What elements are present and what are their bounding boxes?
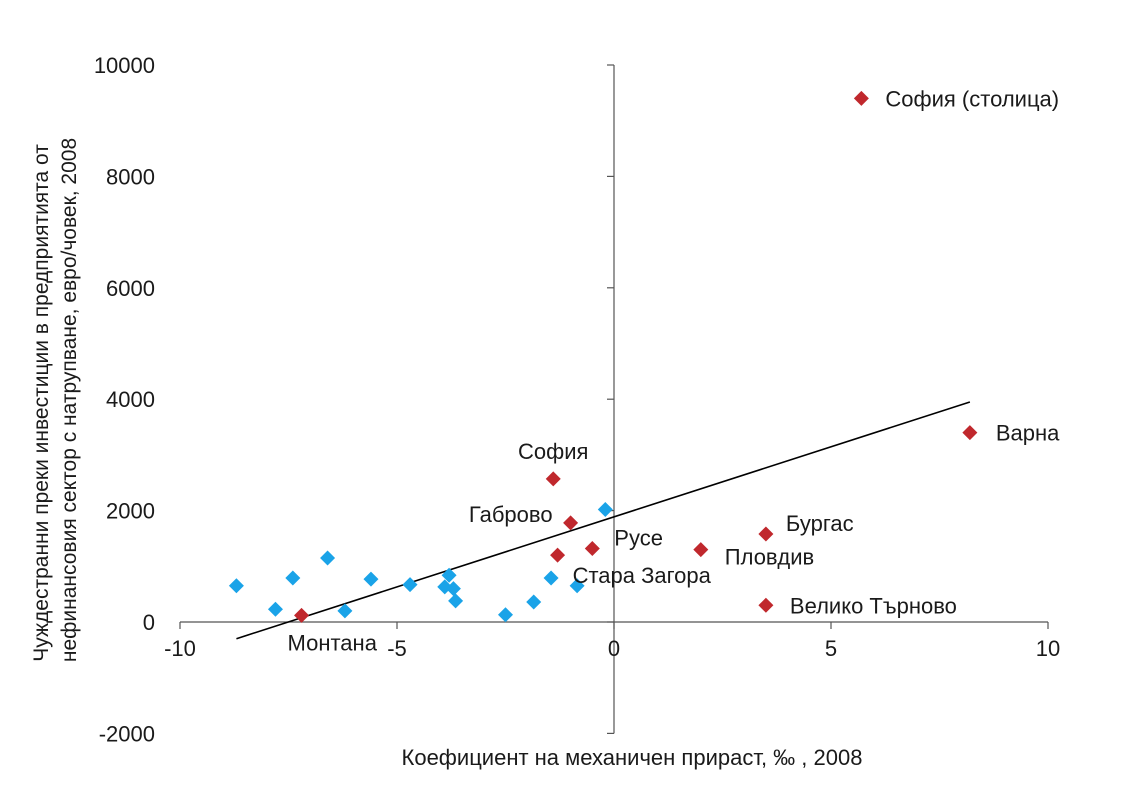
data-point-label: Стара Загора bbox=[573, 563, 712, 588]
data-point-label: Пловдив bbox=[725, 545, 814, 570]
data-point bbox=[445, 581, 461, 597]
y-tick-label: 4000 bbox=[106, 387, 155, 412]
data-point-labeled bbox=[853, 90, 869, 106]
x-axis-title: Коефициент на механичен прираст, ‰ , 200… bbox=[402, 745, 863, 770]
data-point-label: София bbox=[518, 439, 588, 464]
data-point-labeled bbox=[294, 607, 310, 623]
x-tick-label: 10 bbox=[1036, 636, 1060, 661]
y-tick-label: 0 bbox=[143, 610, 155, 635]
y-tick-label: 8000 bbox=[106, 164, 155, 189]
data-point-labeled bbox=[563, 515, 579, 531]
data-point bbox=[498, 607, 513, 623]
data-point-labeled bbox=[693, 542, 709, 558]
data-point-label: София (столица) bbox=[885, 86, 1059, 111]
points-layer bbox=[228, 90, 978, 623]
point-labels-layer: София (столица) Варна София Габрово Стара За… bbox=[288, 86, 1061, 655]
data-point-label: Русе bbox=[614, 525, 663, 550]
data-point-label: Варна bbox=[996, 421, 1060, 446]
axes: -10 -5 0 5 10 -2000 0 2000 4000 6000 8000 10000 bbox=[94, 53, 1060, 746]
y-axis-title: Чуждестранни преки инвестиции в предприя… bbox=[30, 138, 81, 662]
x-tick-label: 5 bbox=[825, 636, 837, 661]
data-point-labeled bbox=[758, 597, 774, 613]
trend-layer bbox=[236, 401, 971, 640]
data-point bbox=[363, 571, 379, 587]
data-point-label: Монтана bbox=[288, 630, 378, 655]
x-tick-label: -10 bbox=[164, 636, 196, 661]
data-point bbox=[267, 601, 283, 617]
data-point-labeled bbox=[550, 547, 566, 563]
data-point bbox=[597, 501, 613, 517]
y-tick-label: -2000 bbox=[99, 721, 155, 746]
y-axis-title-line-1: Чуждестранни преки инвестиции в предприя… bbox=[30, 144, 53, 662]
data-point-labeled bbox=[545, 471, 561, 487]
y-axis-title-line-2: нефинансовия сектор с натрупване, евро/ч… bbox=[58, 138, 81, 662]
data-point-labeled bbox=[584, 540, 600, 556]
y-tick-label: 10000 bbox=[94, 53, 155, 78]
data-point-label: Габрово bbox=[469, 502, 553, 527]
x-tick-label: 0 bbox=[608, 636, 620, 661]
data-point bbox=[526, 594, 542, 610]
data-point-labeled bbox=[962, 425, 978, 441]
data-point bbox=[543, 570, 559, 586]
data-point bbox=[337, 603, 353, 619]
data-point-label: Велико Търново bbox=[790, 593, 957, 618]
trend-line bbox=[236, 401, 971, 640]
y-tick-label: 6000 bbox=[106, 276, 155, 301]
data-point bbox=[569, 578, 585, 594]
data-point bbox=[441, 567, 457, 583]
data-point bbox=[448, 593, 464, 609]
data-point bbox=[402, 577, 418, 593]
data-point bbox=[320, 550, 336, 566]
y-tick-label: 2000 bbox=[106, 499, 155, 524]
data-point-labeled bbox=[758, 526, 774, 542]
data-point bbox=[285, 570, 301, 586]
x-tick-label: -5 bbox=[387, 636, 407, 661]
data-point-label: Бургас bbox=[786, 511, 854, 536]
data-point bbox=[228, 578, 244, 594]
